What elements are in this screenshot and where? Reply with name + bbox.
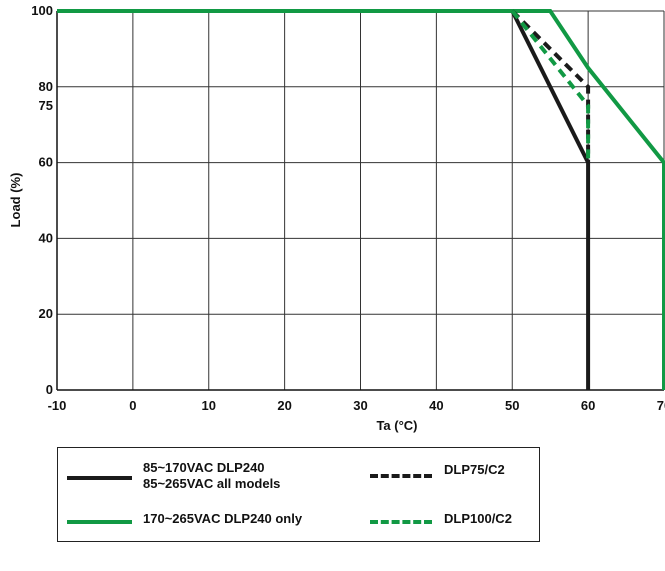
- x-tick-label: 20: [277, 398, 291, 413]
- legend-swatch-green-dashed: [370, 520, 432, 524]
- series-layer: [57, 9, 665, 390]
- y-tick-label: 20: [39, 306, 53, 321]
- y-tick-label: 75: [39, 98, 53, 113]
- x-tick-label: 40: [429, 398, 443, 413]
- y-tick-label: 60: [39, 155, 53, 170]
- y-tick-label: 100: [31, 3, 53, 18]
- x-tick-label: 10: [202, 398, 216, 413]
- x-axis-title: Ta (°C): [376, 418, 417, 433]
- derating-chart: -1001020304050607002040607580100 Ta (°C)…: [8, 3, 665, 433]
- x-tick-label: 50: [505, 398, 519, 413]
- y-tick-label: 0: [46, 382, 53, 397]
- legend: 85~170VAC DLP240 85~265VAC all models DL…: [57, 447, 540, 542]
- x-tick-label: 70: [657, 398, 665, 413]
- legend-label-line1: 85~170VAC DLP240: [143, 460, 265, 475]
- legend-label-black-dashed: DLP75/C2: [444, 462, 505, 477]
- y-tick-label: 80: [39, 79, 53, 94]
- series-line-dashed-green: [510, 9, 591, 163]
- x-tick-label: 30: [353, 398, 367, 413]
- y-tick-label: 40: [39, 230, 53, 245]
- series-line-solid-black: [57, 9, 591, 390]
- grid: [56, 10, 665, 391]
- legend-swatch-black-dashed: [370, 474, 432, 478]
- x-tick-label: 60: [581, 398, 595, 413]
- legend-label-green-dashed: DLP100/C2: [444, 511, 512, 526]
- legend-label-line2: 85~265VAC all models: [143, 476, 281, 491]
- legend-swatch-green-solid: [67, 520, 132, 524]
- legend-label-green-solid: 170~265VAC DLP240 only: [143, 511, 303, 526]
- series-line-solid-green: [57, 9, 665, 390]
- x-tick-label: -10: [48, 398, 67, 413]
- legend-label-black-solid: 85~170VAC DLP240 85~265VAC all models: [143, 460, 280, 492]
- tick-labels: -1001020304050607002040607580100: [31, 3, 665, 413]
- x-tick-label: 0: [129, 398, 136, 413]
- legend-swatch-black-solid: [67, 476, 132, 480]
- y-axis-title: Load (%): [8, 173, 23, 228]
